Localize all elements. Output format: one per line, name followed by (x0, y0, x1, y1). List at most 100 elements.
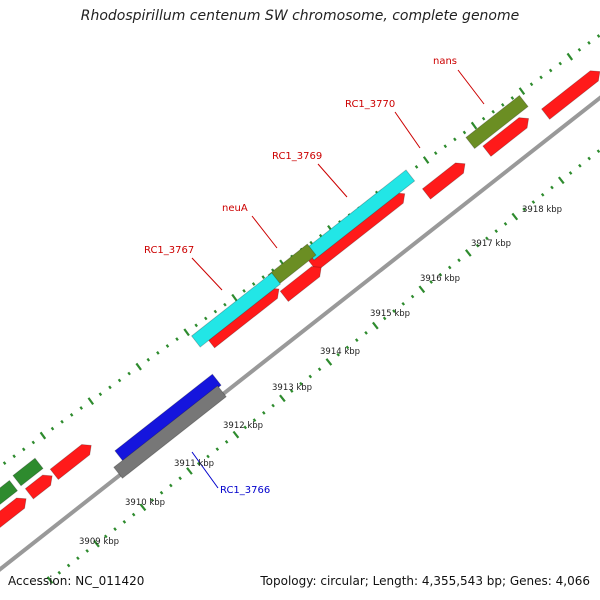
inner-rail-tick (262, 410, 266, 415)
outer-rail-tick (108, 385, 112, 390)
outer-rail-tick (31, 440, 36, 445)
leader-line (191, 257, 223, 291)
outer-rail-tick (117, 378, 122, 383)
accession-label: Accession: NC_011420 (8, 574, 145, 588)
outer-rail-tick (251, 282, 256, 286)
inner-rail-tick (139, 503, 147, 512)
outer-rail-tick (231, 293, 238, 302)
outer-rail-tick (529, 82, 534, 87)
inner-rail-tick (93, 539, 100, 548)
outer-rail-tick (21, 447, 26, 452)
inner-rail-tick (401, 301, 406, 306)
gene-rc1-3766-shadow[interactable] (113, 385, 227, 479)
leader-line (317, 163, 348, 198)
outer-rail-tick (194, 323, 198, 328)
inner-rail-tick (215, 447, 220, 452)
inner-rail-tick (578, 163, 582, 168)
inner-rail-tick (232, 430, 240, 439)
inner-rail-tick (159, 490, 164, 495)
inner-rail-tick (457, 258, 461, 263)
outer-rail-tick (165, 344, 170, 348)
outer-rail-tick (481, 116, 486, 121)
leader-line (394, 111, 421, 149)
outer-rail-tick (548, 68, 553, 73)
inner-rail-tick (252, 418, 257, 422)
scale-label: 3916 kbp (420, 274, 460, 284)
inner-rail-tick (224, 440, 229, 444)
gene-left-2[interactable] (0, 479, 19, 505)
gene-label[interactable]: neuA (222, 203, 248, 214)
scale-labels: 3909 kbp 3910 kbp 3911 kbp 3912 kbp 3913 kbp… (79, 205, 562, 547)
map-title: Rhodospirillum centenum SW chromosome, c… (80, 8, 520, 24)
scale-label: 3914 kbp (320, 347, 360, 357)
outer-rail-tick (518, 87, 526, 96)
inner-rail-tick (503, 222, 508, 226)
cds-upper-mid-1[interactable] (421, 162, 466, 200)
inner-rail-tick (568, 171, 573, 175)
inner-rail-tick (464, 249, 472, 257)
outer-rail-tick (69, 413, 74, 417)
gene-label[interactable]: RC1_3769 (272, 151, 322, 162)
inner-rail-tick (325, 358, 333, 366)
scale-label: 3913 kbp (272, 383, 312, 393)
inner-rail-tick (557, 176, 565, 185)
inner-rail-tick (46, 576, 54, 584)
inner-rail-tick (150, 498, 155, 502)
gene-rc1-3769[interactable] (304, 169, 416, 261)
gene-label[interactable]: nans (433, 56, 457, 67)
scale-label: 3909 kbp (79, 537, 119, 547)
cds-upper-mid-3[interactable] (279, 266, 322, 303)
inner-rail-tick (169, 483, 173, 488)
inner-rail-tick (66, 563, 71, 568)
gene-rc1-3767[interactable] (191, 272, 281, 348)
outer-rail-tick (596, 34, 600, 38)
outer-rail-tick (98, 392, 103, 397)
feature-track (0, 70, 600, 529)
cds-lower-left-3[interactable] (0, 497, 27, 529)
outer-rail-tick (175, 337, 179, 341)
inner-rail-tick (196, 461, 201, 466)
inner-rail-tick (122, 519, 127, 524)
cds-upper-right-1[interactable] (541, 70, 600, 120)
cds-upper-right-2[interactable] (482, 117, 530, 157)
outer-rail-tick (577, 47, 582, 52)
inner-rail-tick (186, 467, 193, 475)
inner-rail-tick (522, 207, 526, 212)
inner-rail-tick (243, 425, 248, 430)
inner-rail-tick (103, 534, 108, 539)
outer-rail-tick (558, 61, 563, 66)
gene-nans[interactable] (465, 94, 529, 150)
scale-label: 3917 kbp (471, 239, 511, 249)
outer-rail-tick (433, 151, 438, 155)
outer-rail-tick (587, 41, 591, 45)
inner-rail-tick (540, 192, 545, 197)
inner-rail-tick (85, 549, 89, 553)
inner-rail-tick (289, 389, 294, 393)
inner-rail-tick (511, 212, 519, 221)
gene-rc1-3766[interactable] (114, 373, 222, 463)
cds-upper-mid-2[interactable] (308, 192, 406, 272)
inner-rail-tick (418, 285, 426, 294)
inner-rail-tick (131, 512, 136, 517)
gene-labels: nans RC1_3770 RC1_3769 neuA RC1_3767 RC1_3766 (144, 56, 457, 496)
inner-rail-tick (271, 403, 275, 408)
outer-rail-tick (566, 52, 574, 61)
inner-rail-tick (299, 381, 303, 386)
outer-rail-tick (443, 144, 448, 149)
scale-label: 3910 kbp (125, 498, 165, 508)
cds-lower-left-2[interactable] (24, 474, 53, 500)
gene-label[interactable]: RC1_3770 (345, 99, 395, 110)
outer-rail-tick (414, 165, 419, 169)
outer-rail-tick (127, 371, 131, 376)
gene-label[interactable]: RC1_3766 (220, 485, 270, 496)
cds-lower-left-1[interactable] (49, 444, 92, 481)
outer-rail-tick (422, 156, 430, 164)
backbone-line (0, 95, 600, 572)
gene-label[interactable]: RC1_3767 (144, 245, 194, 256)
inner-rail-tick (345, 345, 350, 350)
gene-left-1[interactable] (12, 457, 44, 487)
inner-rail-tick (410, 294, 415, 299)
inner-rail-tick (336, 352, 340, 357)
inner-rail-tick (494, 229, 499, 234)
